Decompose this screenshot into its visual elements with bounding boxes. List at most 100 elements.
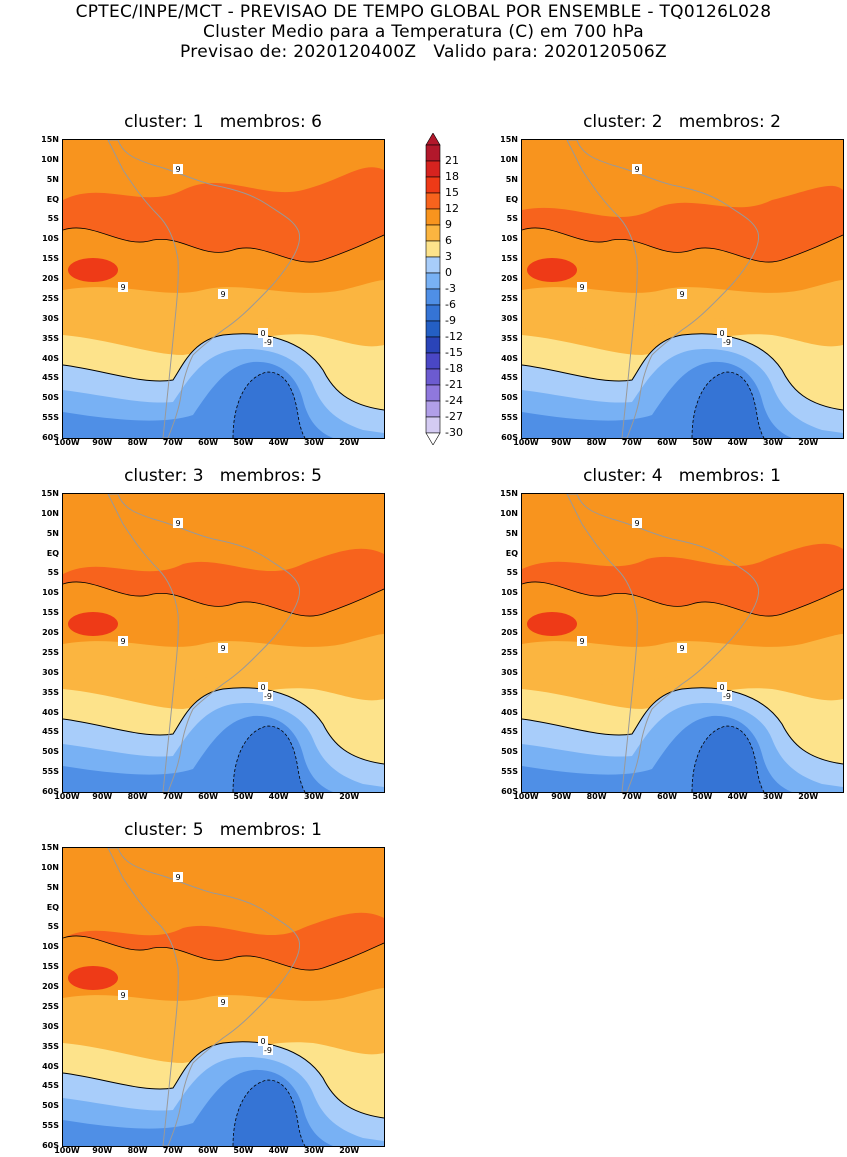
lat-label: 20S — [501, 628, 518, 638]
lat-label: 10N — [41, 862, 59, 872]
lon-label: 30W — [303, 1146, 324, 1155]
colorbar-label: 15 — [445, 186, 459, 199]
lon-label: 20W — [798, 438, 819, 447]
band-15-18 — [68, 612, 118, 636]
band-9-12-north — [522, 494, 843, 569]
lat-label: EQ — [46, 902, 59, 912]
contour-label-9a: 9 — [118, 990, 128, 1000]
contour-0 — [522, 333, 843, 411]
colorbar-label: 18 — [445, 170, 459, 183]
lon-label: 90W — [551, 438, 572, 447]
band-15-18 — [527, 258, 577, 282]
temperature-field: 0-9 9 9 9 — [63, 848, 384, 1146]
lat-label: 45S — [42, 1081, 59, 1091]
lon-label: 60W — [657, 792, 678, 801]
contour-0 — [522, 687, 843, 765]
svg-text:9: 9 — [579, 283, 584, 292]
lon-label: 80W — [127, 1146, 148, 1155]
lon-label: 90W — [92, 438, 113, 447]
lat-label: 40S — [42, 353, 59, 363]
contour-label-9a: 9 — [118, 636, 128, 646]
lat-label: 45S — [501, 373, 518, 383]
lat-label: 20S — [42, 982, 59, 992]
colorbar-swatches — [425, 133, 441, 445]
lat-label: 60S — [42, 433, 59, 442]
lat-label: 60S — [501, 787, 518, 796]
band-below-minus-9 — [233, 372, 305, 438]
contour-label-9b: 9 — [218, 643, 228, 653]
band-15-18 — [68, 966, 118, 990]
lon-label: 60W — [198, 1146, 219, 1155]
lat-label: EQ — [505, 548, 518, 558]
lat-label: 50S — [501, 393, 518, 403]
lon-label: 40W — [268, 792, 289, 801]
colorbar-swatch — [425, 208, 441, 226]
lon-label: 20W — [798, 792, 819, 801]
colorbar-label: 21 — [445, 154, 459, 167]
panel-1-title: cluster: 1 membros: 6 — [124, 112, 322, 132]
lat-label: 30S — [42, 313, 59, 323]
contour-0 — [63, 1041, 384, 1119]
colorbar-label: 9 — [445, 218, 452, 231]
contour-label-9a: 9 — [118, 282, 128, 292]
lat-label: 20S — [42, 274, 59, 284]
temperature-field: 0-9 9 9 9 — [63, 494, 384, 792]
lat-label: 50S — [42, 1101, 59, 1111]
colorbar-swatch — [425, 176, 441, 194]
lat-label: 5S — [47, 922, 59, 932]
lat-label: 5S — [506, 214, 518, 224]
temperature-field: 0-9 9 9 9 — [63, 140, 384, 438]
svg-text:9: 9 — [120, 283, 125, 292]
colorbar-label: -30 — [445, 426, 463, 439]
band-15-18 — [527, 612, 577, 636]
lon-label: 50W — [233, 438, 254, 447]
lon-label: 60W — [198, 438, 219, 447]
svg-text:9: 9 — [634, 165, 639, 174]
colorbar-swatch — [425, 352, 441, 370]
contour-minus-9 — [691, 371, 765, 438]
lat-label: 10S — [501, 234, 518, 244]
colorbar-swatch — [425, 368, 441, 386]
lat-label: 10N — [500, 154, 518, 164]
contour-minus-9 — [232, 1079, 306, 1146]
panel-5-title: cluster: 5 membros: 1 — [124, 820, 322, 840]
svg-text:-9: -9 — [264, 692, 272, 701]
lon-label: 40W — [727, 792, 748, 801]
lat-label: 30S — [501, 313, 518, 323]
colorbar-label: -9 — [445, 314, 456, 327]
svg-text:9: 9 — [634, 519, 639, 528]
panel-5-map: 0 -9 9 9 9 — [62, 847, 385, 1147]
lon-label: 50W — [233, 1146, 254, 1155]
lat-label: EQ — [46, 194, 59, 204]
contour-label-9c: 9 — [173, 872, 183, 882]
header-line-1: CPTEC/INPE/MCT - PREVISAO DE TEMPO GLOBA… — [75, 2, 772, 22]
colorbar-label: -24 — [445, 394, 463, 407]
contour-label-9a: 9 — [577, 636, 587, 646]
lat-label: 15S — [42, 254, 59, 264]
svg-text:-9: -9 — [264, 1046, 272, 1055]
band-15-18 — [68, 258, 118, 282]
band-9-12-north — [63, 848, 384, 938]
svg-text:0: 0 — [719, 683, 724, 692]
lat-label: 30S — [42, 1021, 59, 1031]
svg-text:0: 0 — [260, 329, 265, 338]
contour-9 — [63, 581, 384, 617]
lat-label: 10S — [501, 588, 518, 598]
lon-label: 80W — [127, 792, 148, 801]
lat-label: 55S — [501, 413, 518, 423]
lat-label: 15S — [42, 962, 59, 972]
lon-label: 50W — [692, 792, 713, 801]
lat-label: 25S — [42, 1001, 59, 1011]
contour-9 — [522, 227, 843, 263]
contour-9 — [63, 227, 384, 263]
lon-label: 20W — [339, 792, 360, 801]
contour-label-9b: 9 — [218, 289, 228, 299]
lat-label: 10S — [42, 942, 59, 952]
lat-label: 25S — [501, 293, 518, 303]
panel-3-title: cluster: 3 membros: 5 — [124, 466, 322, 486]
lat-label: 45S — [42, 727, 59, 737]
contour-label-minus-9: -9 — [722, 691, 732, 701]
lat-label: 10N — [41, 508, 59, 518]
lat-label: 40S — [501, 353, 518, 363]
lon-label: 60W — [198, 792, 219, 801]
